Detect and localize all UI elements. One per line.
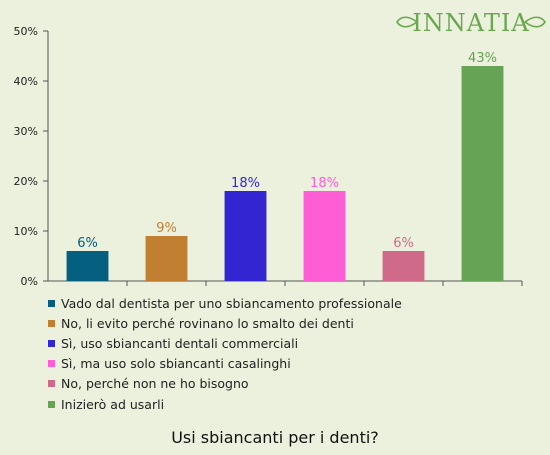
legend-label: No, perché non ne ho bisogno [61, 376, 249, 392]
legend-swatch [48, 299, 55, 307]
y-tick-label: 50% [14, 25, 38, 38]
legend-swatch [48, 319, 55, 327]
bar-value-label: 18% [310, 176, 339, 191]
legend-label: Inizierò ad usarli [61, 396, 165, 412]
y-tick-label: 10% [14, 225, 38, 238]
bar-value-label: 18% [231, 176, 260, 191]
y-tick-label: 0% [21, 275, 38, 288]
bar [66, 251, 109, 281]
bar-value-labels: 6% 9% 18% 18% 6% 43% [77, 51, 497, 251]
legend-item: No, li evito perché rovinano lo smalto d… [48, 313, 538, 333]
bar [461, 66, 504, 281]
logo-text: INNATIA [412, 9, 529, 37]
legend-item: Inizierò ad usarli [48, 394, 538, 414]
bar [382, 251, 425, 281]
legend-item: No, perché non ne ho bisogno [48, 374, 538, 394]
bar-value-label: 6% [77, 236, 98, 251]
legend-swatch [48, 400, 55, 408]
legend-item: Vado dal dentista per uno sbiancamento p… [48, 293, 538, 313]
bar-value-label: 6% [393, 236, 414, 251]
legend-item: Sì, uso sbiancanti dentali commerciali [48, 333, 538, 353]
legend-swatch [48, 339, 55, 347]
legend-label: Vado dal dentista per uno sbiancamento p… [61, 295, 402, 311]
logo-leaf-right-icon [523, 16, 546, 28]
logo-leaf-left-icon [396, 16, 419, 28]
legend-label: No, li evito perché rovinano lo smalto d… [61, 315, 354, 331]
innatia-logo: INNATIA [396, 9, 546, 37]
y-tick-label: 20% [14, 175, 38, 188]
bar-value-label: 9% [156, 221, 177, 236]
chart-title: Usi sbiancanti per i denti? [171, 428, 379, 447]
y-tick-label: 30% [14, 125, 38, 138]
legend-swatch [48, 360, 55, 368]
y-tick-label: 40% [14, 75, 38, 88]
legend-item: Sì, ma uso solo sbiancanti casalinghi [48, 354, 538, 374]
bar [303, 191, 346, 281]
legend-swatch [48, 380, 55, 388]
bar-value-label: 43% [468, 51, 497, 66]
legend-label: Sì, ma uso solo sbiancanti casalinghi [61, 356, 291, 372]
legend-label: Sì, uso sbiancanti dentali commerciali [61, 335, 299, 351]
axes: 0% 10% 20% 30% 40% 50% [14, 25, 523, 288]
bar [145, 236, 188, 281]
legend: Vado dal dentista per uno sbiancamento p… [48, 293, 538, 414]
bar [224, 191, 267, 281]
bars [66, 66, 504, 281]
